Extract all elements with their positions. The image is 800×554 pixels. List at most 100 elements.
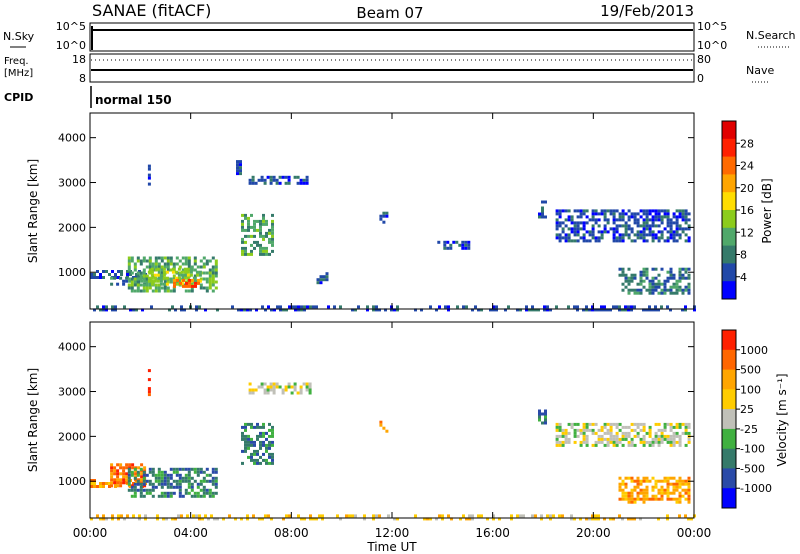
heatmap-cell xyxy=(215,272,218,275)
heatmap-cell xyxy=(140,272,143,275)
heatmap-cell xyxy=(438,514,441,517)
heatmap-cell xyxy=(661,283,664,286)
heatmap-cell xyxy=(618,514,621,517)
heatmap-cell xyxy=(143,287,146,290)
heatmap-cell xyxy=(676,224,679,227)
heatmap-cell xyxy=(446,247,449,250)
heatmap-cell xyxy=(655,483,658,486)
heatmap-cell xyxy=(631,444,634,447)
heatmap-cell xyxy=(134,495,137,498)
heatmap-cell xyxy=(206,263,209,266)
heatmap-cell xyxy=(679,209,682,212)
heatmap-cell xyxy=(131,471,134,474)
heatmap-cell xyxy=(244,429,247,432)
heatmap-cell xyxy=(379,218,382,221)
heatmap-cell xyxy=(265,438,268,441)
heatmap-cell xyxy=(643,489,646,492)
colorbar-segment xyxy=(722,228,736,246)
heatmap-cell xyxy=(640,271,643,274)
heatmap-cell xyxy=(134,472,137,475)
heatmap-cell xyxy=(264,179,267,182)
heatmap-cell xyxy=(143,272,146,275)
heatmap-cell xyxy=(649,498,652,501)
heatmap-cell xyxy=(167,495,170,498)
heatmap-cell xyxy=(155,263,158,266)
heatmap-cell xyxy=(250,214,253,217)
heatmap-cell xyxy=(154,277,157,280)
heatmap-cell xyxy=(265,462,268,465)
heatmap-cell xyxy=(122,469,125,472)
heatmap-cell xyxy=(598,218,601,221)
heatmap-cell xyxy=(604,212,607,215)
heatmap-cell xyxy=(152,290,155,293)
heatmap-cell xyxy=(655,289,658,292)
heatmap-cell xyxy=(306,389,309,392)
heatmap-cell xyxy=(265,250,268,253)
heatmap-cell xyxy=(152,471,155,474)
heatmap-cell xyxy=(538,213,541,216)
heatmap-cell xyxy=(276,383,279,386)
heatmap-cell xyxy=(131,281,134,284)
heatmap-cell xyxy=(673,230,676,233)
heatmap-cell xyxy=(128,463,131,466)
heatmap-cell xyxy=(556,435,559,438)
heatmap-cell xyxy=(679,423,682,426)
heatmap-cell xyxy=(516,514,519,517)
heatmap-cell xyxy=(643,438,646,441)
heatmap-cell xyxy=(658,498,661,501)
heatmap-cell xyxy=(640,283,643,286)
heatmap-cell xyxy=(167,257,170,260)
heatmap-cell xyxy=(559,423,562,426)
heatmap-cell xyxy=(598,212,601,215)
heatmap-cell xyxy=(571,423,574,426)
heatmap-cell xyxy=(658,280,661,283)
heatmap-cell xyxy=(640,236,643,239)
heatmap-cell xyxy=(265,232,268,235)
heatmap-cell xyxy=(628,268,631,271)
heatmap-cell xyxy=(244,447,247,450)
heatmap-cell xyxy=(625,224,628,227)
heatmap-cell xyxy=(684,305,687,308)
heatmap-cell xyxy=(110,277,113,280)
heatmap-cell xyxy=(670,224,673,227)
heatmap-cell xyxy=(574,221,577,224)
heatmap-cell xyxy=(619,477,622,480)
heatmap-cell xyxy=(268,444,271,447)
heatmap-cell xyxy=(256,244,259,247)
heatmap-cell xyxy=(110,475,113,478)
heatmap-cell xyxy=(212,290,215,293)
heatmap-cell xyxy=(676,230,679,233)
heatmap-cell xyxy=(673,274,676,277)
heatmap-cell xyxy=(258,179,261,182)
heatmap-cell xyxy=(184,268,187,271)
heatmap-cell xyxy=(188,263,191,266)
heatmap-cell xyxy=(622,215,625,218)
heatmap-cell xyxy=(125,478,128,481)
heatmap-cell xyxy=(592,215,595,218)
heatmap-cell xyxy=(179,486,182,489)
heatmap-cell xyxy=(306,179,309,182)
heatmap-cell xyxy=(613,435,616,438)
heatmap-cell xyxy=(631,212,634,215)
heatmap-cell xyxy=(155,290,158,293)
heatmap-cell xyxy=(616,239,619,242)
heatmap-cell xyxy=(646,233,649,236)
heatmap-cell xyxy=(559,239,562,242)
heatmap-cell xyxy=(268,423,271,426)
heatmap-cell xyxy=(667,215,670,218)
heatmap-cell xyxy=(110,484,113,487)
heatmap-cell xyxy=(429,305,432,308)
heatmap-cell xyxy=(143,489,146,492)
heatmap-cell xyxy=(667,492,670,495)
heatmap-cell xyxy=(294,386,297,389)
heatmap-cell xyxy=(148,378,151,381)
heatmap-cell xyxy=(630,305,633,308)
heatmap-cell xyxy=(249,179,252,182)
heatmap-cell xyxy=(655,423,658,426)
heatmap-cell xyxy=(303,182,306,185)
heatmap-cell xyxy=(131,257,134,260)
heatmap-cell xyxy=(155,260,158,263)
heatmap-cell xyxy=(595,221,598,224)
heatmap-cell xyxy=(613,236,616,239)
